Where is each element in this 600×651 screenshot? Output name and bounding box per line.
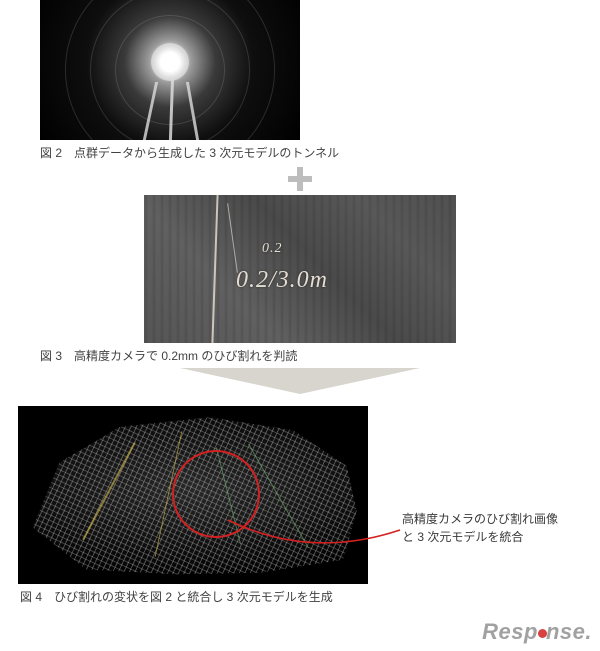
figure-2-caption: 図 2 点群データから生成した 3 次元モデルのトンネル: [0, 144, 339, 161]
figure-2-block: 図 2 点群データから生成した 3 次元モデルのトンネル: [0, 0, 600, 161]
figure-3-block: 0.2 0.2/3.0m 図 3 高精度カメラで 0.2mm のひび割れを判読: [0, 195, 600, 364]
highlight-circle: [172, 450, 260, 538]
callout-text-line2: と 3 次元モデルを統合: [402, 530, 523, 544]
callout-text-line1: 高精度カメラのひび割れ画像: [402, 512, 558, 526]
watermark-text-right: nse.: [546, 619, 592, 644]
chalk-annotation-small: 0.2: [262, 241, 283, 257]
figure-4-image-3d-model: [18, 406, 368, 584]
figure-4-block: 図 4 ひび割れの変状を図 2 と統合し 3 次元モデルを生成: [0, 406, 600, 605]
response-watermark: Resp nse.: [482, 619, 592, 645]
watermark-text-left: Resp: [482, 619, 538, 644]
figure-4-callout: 高精度カメラのひび割れ画像 と 3 次元モデルを統合: [402, 510, 590, 546]
chalk-annotation-main: 0.2/3.0m: [236, 267, 328, 294]
plus-icon: [288, 167, 312, 191]
figure-2-image-tunnel: [40, 0, 300, 140]
figure-3-image-crack-photo: 0.2 0.2/3.0m: [144, 195, 456, 343]
arrow-down-icon: [180, 368, 420, 394]
plus-connector: [0, 165, 600, 193]
figure-3-caption: 図 3 高精度カメラで 0.2mm のひび割れを判読: [0, 347, 297, 364]
figure-4-caption: 図 4 ひび割れの変状を図 2 と統合し 3 次元モデルを生成: [0, 588, 333, 605]
arrow-down-connector: [0, 368, 600, 402]
